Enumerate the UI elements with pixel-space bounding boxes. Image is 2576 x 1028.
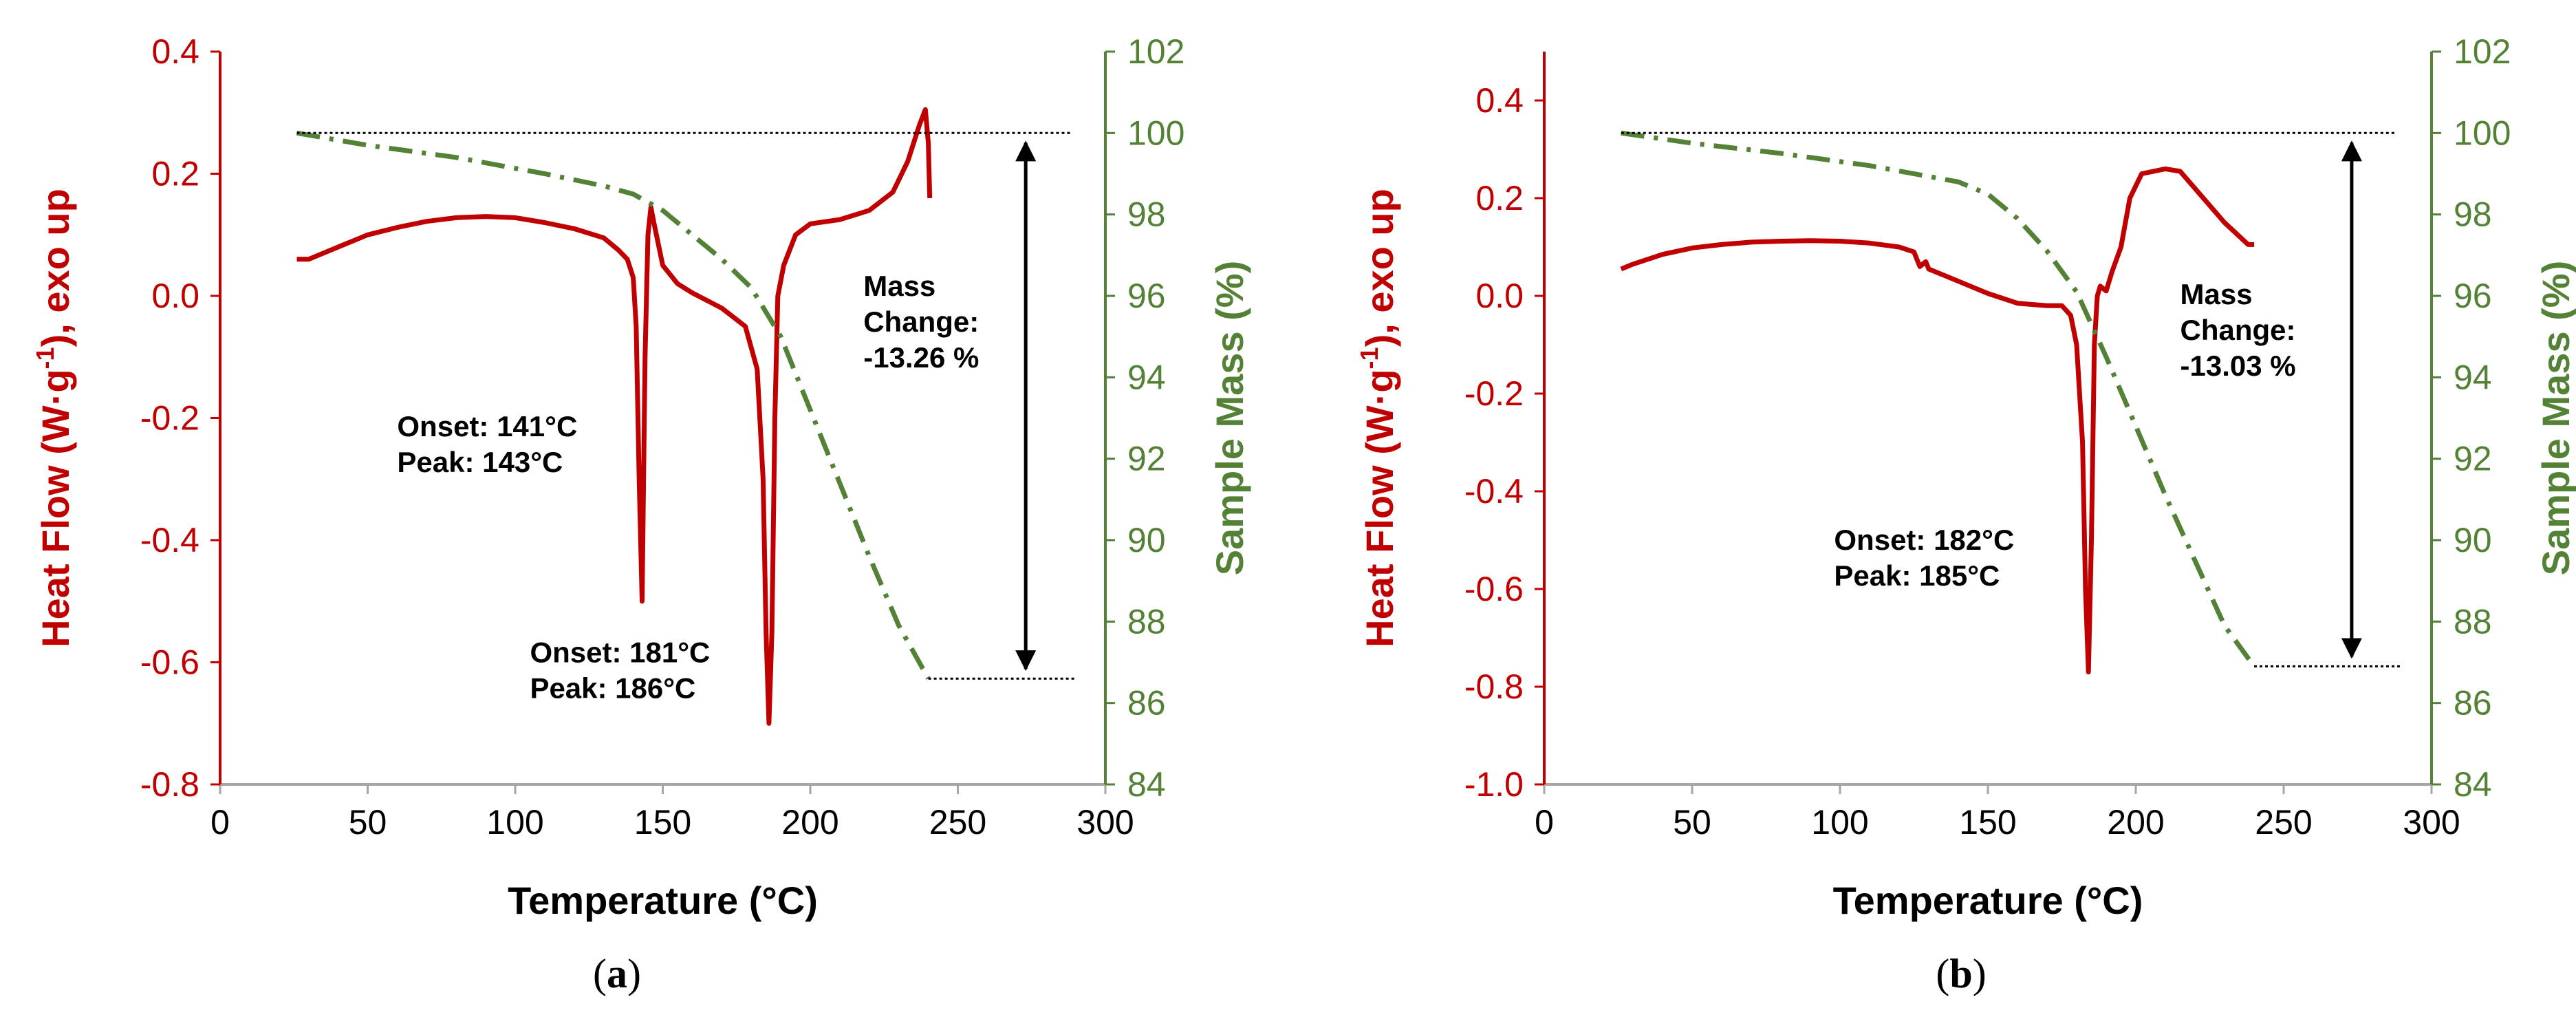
right-y-tick-label: 84: [2454, 765, 2492, 804]
chart-panel-b: 0 50 100 150 200 250 300 0.4 0.2 0.0 -0.2 -0.4 -0.6 -…: [1355, 32, 2576, 996]
annotation-line: Peak: 185°C: [1834, 559, 2000, 592]
left-y-axis-title-tail: ), exo up: [34, 189, 77, 347]
right-y-tick-label: 86: [1127, 684, 1166, 722]
left-y-axis-title-superscript: -1: [1355, 347, 1383, 369]
annotation-line: Change:: [863, 306, 979, 338]
left-y-axis-title-main: Heat Flow (W·g: [1358, 369, 1401, 647]
x-tick-label: 300: [2403, 803, 2460, 842]
left-y-tick-label: -0.6: [140, 643, 199, 682]
right-y-tick-label: 98: [2454, 195, 2492, 234]
sample-mass-series-line: [296, 130, 931, 680]
right-y-tick-label: 90: [2454, 521, 2492, 559]
right-y-tick-label: 86: [2454, 684, 2492, 722]
x-tick-label: 200: [2107, 803, 2164, 842]
left-y-tick-label: -0.8: [140, 765, 199, 804]
right-y-tick-label: 84: [1127, 765, 1166, 804]
annotation-line: -13.26 %: [863, 341, 979, 374]
panel-caption: (b): [1936, 951, 1986, 996]
left-y-tick-label: -0.8: [1464, 667, 1524, 706]
right-y-tick-label: 90: [1127, 521, 1166, 559]
right-y-tick-label: 88: [2454, 602, 2492, 641]
x-axis-title: Temperature (°C): [1833, 879, 2143, 922]
sample-mass-series-line: [1621, 130, 2256, 668]
x-tick-label: 250: [2255, 803, 2312, 842]
right-y-tick-label: 96: [1127, 277, 1166, 315]
left-y-tick-label: -0.4: [140, 521, 199, 559]
right-y-tick-label: 98: [1127, 195, 1166, 234]
x-tick-label: 150: [1959, 803, 2016, 842]
right-y-tick-label: 94: [2454, 358, 2492, 396]
left-y-tick-label: 0.0: [1475, 277, 1524, 315]
annotation-text: Onset: 181°C Peak: 186°C: [530, 636, 710, 705]
x-tick-label: 0: [1535, 803, 1554, 842]
annotation-line: Peak: 186°C: [530, 672, 695, 705]
caption-paren-close: ): [1973, 951, 1987, 996]
annotation-line: Mass: [2180, 278, 2253, 310]
panel-caption: (a): [593, 951, 641, 996]
annotation-line: Change:: [2180, 314, 2296, 346]
right-y-tick-label: 92: [1127, 440, 1166, 478]
x-tick-label: 200: [781, 803, 838, 842]
right-y-tick-label: 96: [2454, 277, 2492, 315]
annotation-line: -13.03 %: [2180, 350, 2296, 382]
left-y-tick-label: 0.2: [1475, 179, 1524, 217]
left-y-axis-title-superscript: -1: [31, 347, 59, 369]
left-y-axis-title: Heat Flow (W·g-1), exo up: [1355, 189, 1401, 647]
caption-paren-close: ): [627, 951, 641, 996]
right-y-tick-label: 102: [1127, 32, 1184, 71]
left-y-tick-label: 0.4: [151, 32, 199, 71]
x-tick-label: 150: [634, 803, 691, 842]
annotation-text: Onset: 182°C Peak: 185°C: [1834, 524, 2014, 592]
left-y-tick-label: 0.0: [151, 277, 199, 315]
right-y-tick-label: 100: [1127, 114, 1184, 152]
right-y-axis-title: Sample Mass (%): [2534, 261, 2576, 576]
left-y-axis-title: Heat Flow (W·g-1), exo up: [31, 189, 77, 647]
left-y-axis-title-tail: ), exo up: [1358, 189, 1401, 347]
right-y-tick-label: 94: [1127, 358, 1166, 396]
annotation-text: Mass Change: -13.03 %: [2180, 278, 2296, 382]
left-y-tick-label: -0.4: [1464, 472, 1524, 511]
annotation-line: Onset: 141°C: [397, 410, 577, 442]
caption-paren-open: (: [593, 951, 607, 996]
x-tick-label: 0: [210, 803, 230, 842]
heat-flow-series-line: [296, 107, 933, 726]
x-tick-label: 50: [1673, 803, 1711, 842]
left-y-tick-label: -0.2: [1464, 374, 1524, 413]
right-y-tick-label: 102: [2454, 32, 2511, 71]
annotation-text: Mass Change: -13.26 %: [863, 270, 979, 374]
annotation-text: Onset: 141°C Peak: 143°C: [397, 410, 577, 478]
x-tick-label: 300: [1076, 803, 1134, 842]
right-y-tick-label: 100: [2454, 114, 2511, 152]
right-y-tick-label: 92: [2454, 440, 2492, 478]
left-y-tick-label: -1.0: [1464, 765, 1524, 804]
caption-letter: b: [1949, 951, 1972, 996]
left-y-tick-label: -0.2: [140, 399, 199, 438]
x-axis-title: Temperature (°C): [508, 879, 818, 922]
right-y-tick-label: 88: [1127, 602, 1166, 641]
left-y-axis-title-main: Heat Flow (W·g: [34, 369, 77, 647]
left-y-tick-label: 0.4: [1475, 81, 1524, 120]
chart-panel-a: 0 50 100 150 200 250 300 0.4 0.2 0.0 -0.2 -0.4 -0.6 -…: [31, 32, 1251, 996]
annotation-line: Onset: 182°C: [1834, 524, 2014, 556]
annotation-line: Peak: 143°C: [397, 446, 563, 478]
annotation-line: Onset: 181°C: [530, 636, 710, 669]
caption-letter: a: [607, 951, 627, 996]
heat-flow-series-line: [1620, 166, 2254, 675]
annotation-line: Mass: [863, 270, 935, 302]
x-tick-label: 250: [929, 803, 986, 842]
x-tick-label: 50: [349, 803, 387, 842]
x-tick-label: 100: [1811, 803, 1868, 842]
x-tick-label: 100: [486, 803, 543, 842]
right-y-axis-title: Sample Mass (%): [1208, 261, 1251, 576]
caption-paren-open: (: [1936, 951, 1949, 996]
left-y-tick-label: 0.2: [151, 155, 199, 193]
left-y-tick-label: -0.6: [1464, 570, 1524, 608]
